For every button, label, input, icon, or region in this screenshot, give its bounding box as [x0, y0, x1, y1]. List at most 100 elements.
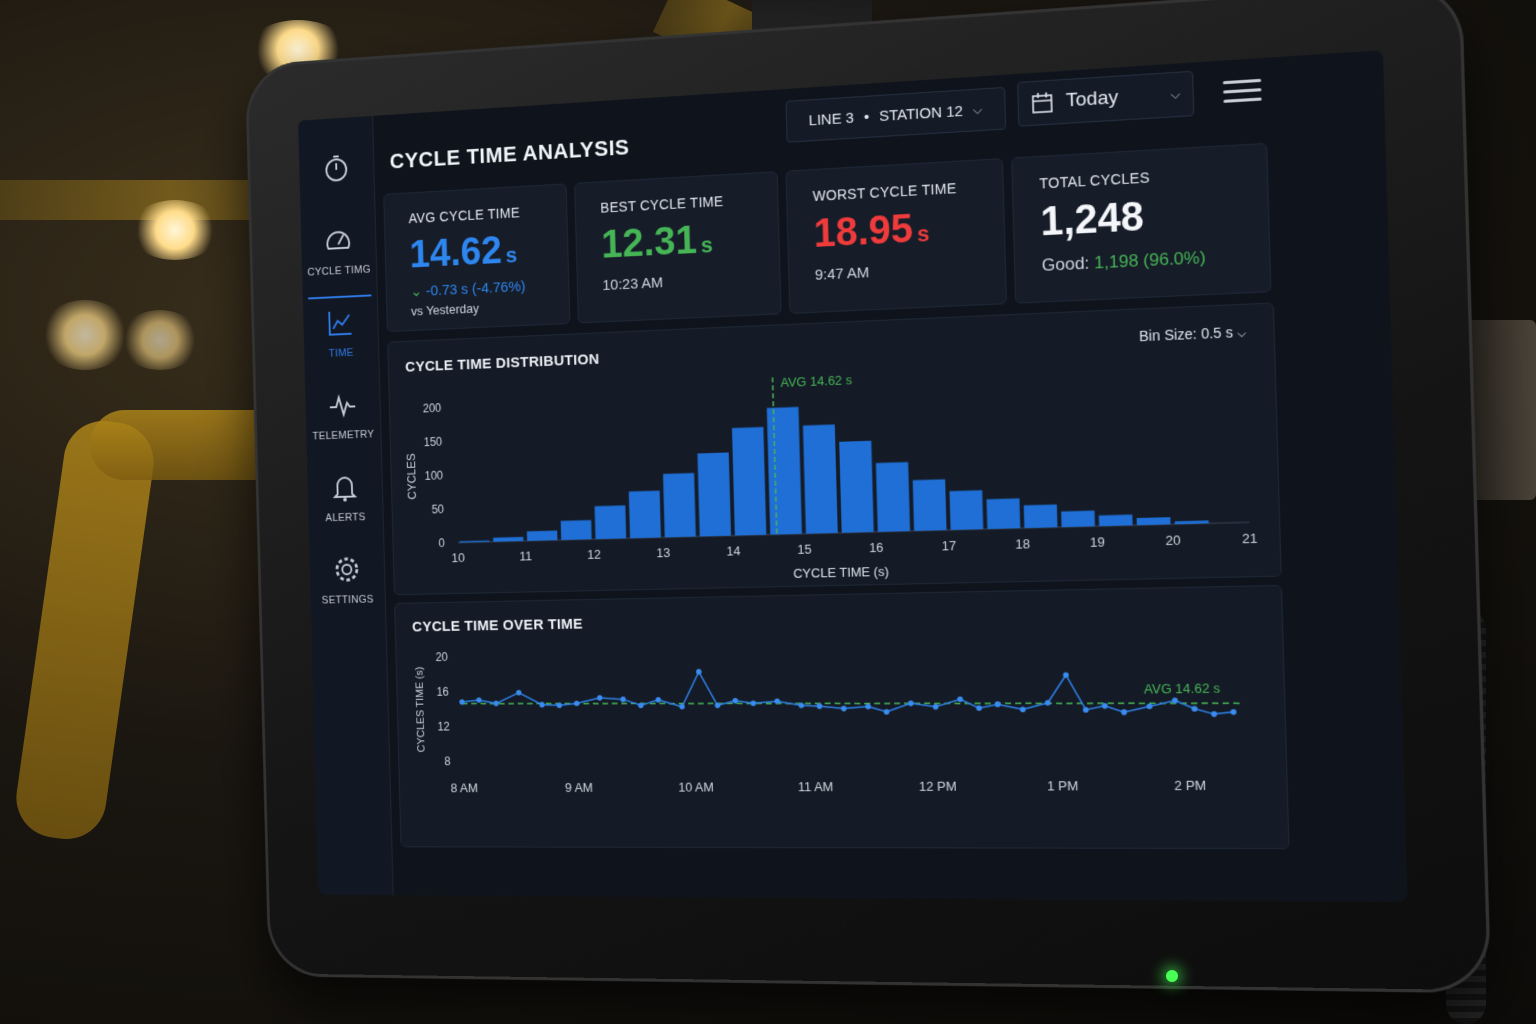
sidebar-item-time[interactable]: TIME: [303, 306, 378, 363]
histogram-bar: [767, 407, 802, 535]
sidebar-item-alerts[interactable]: ALERTS: [307, 471, 383, 527]
x-tick-label: 17: [942, 539, 957, 554]
data-point: [732, 698, 738, 704]
monitor-bezel: CYCLE TIMG TIME TELEMETRY ALERTS SETTING…: [245, 0, 1492, 993]
screen: CYCLE TIMG TIME TELEMETRY ALERTS SETTING…: [298, 50, 1407, 902]
data-point: [1211, 711, 1217, 717]
y-tick-label: 0: [438, 537, 444, 550]
kpi-label: TOTAL CYCLES: [1039, 164, 1239, 191]
power-led: [1166, 970, 1178, 982]
date-range-select[interactable]: Today ⌵: [1017, 71, 1194, 127]
separator-dot: •: [864, 108, 870, 125]
y-tick-label: 16: [436, 686, 449, 699]
sidebar-item-telemetry[interactable]: TELEMETRY: [305, 388, 381, 444]
x-tick-label: 15: [797, 542, 812, 557]
histogram-bar: [803, 424, 838, 533]
y-tick-label: 8: [444, 755, 451, 768]
sidebar-item-home[interactable]: [299, 150, 374, 191]
bell-icon: [330, 471, 360, 503]
x-tick-label: 21: [1242, 531, 1258, 546]
x-tick-label: 19: [1090, 535, 1105, 550]
data-point: [1192, 706, 1198, 712]
histogram-bar: [1061, 511, 1095, 528]
x-tick-label: 2 PM: [1174, 778, 1206, 793]
sidebar-item-label: SETTINGS: [322, 594, 374, 607]
kpi-unit: s: [917, 221, 930, 247]
histogram-bar: [950, 490, 984, 530]
sidebar-item-cycle-time[interactable]: CYCLE TIMG: [301, 223, 376, 280]
y-axis-label: CYCLES TIME (s): [414, 667, 428, 753]
kpi-label: WORST CYCLE TIME: [812, 179, 976, 204]
data-point: [539, 702, 544, 708]
data-point: [679, 704, 685, 710]
histogram-bar: [1024, 504, 1058, 528]
ceiling-light: [40, 300, 130, 370]
calendar-icon: [1031, 91, 1054, 115]
histogram-bar: [663, 473, 696, 537]
kpi-label: AVG CYCLE TIME: [408, 203, 542, 226]
data-point: [620, 697, 625, 703]
histogram-bar: [1099, 515, 1133, 527]
series-line: [461, 665, 1233, 722]
ceiling-light: [120, 310, 200, 370]
kpi-compare: vs Yesterday: [411, 298, 545, 319]
x-tick-label: 11 AM: [798, 780, 834, 795]
kpi-value: 14.62: [409, 229, 503, 276]
histogram-bar: [876, 462, 910, 532]
kpi-label: BEST CYCLE TIME: [600, 191, 752, 215]
kpi-unit: s: [701, 232, 713, 257]
kpi-value: 1,248: [1040, 189, 1241, 246]
histogram-bar: [913, 479, 947, 531]
stopwatch-icon: [321, 152, 351, 184]
x-tick-label: 10: [451, 551, 465, 565]
y-tick-label: 100: [424, 469, 443, 483]
page-title: CYCLE TIME ANALYSIS: [389, 135, 629, 175]
data-point: [865, 704, 871, 710]
kpi-value: 12.31: [601, 218, 698, 266]
y-tick-label: 20: [435, 651, 448, 664]
histogram-bar: [561, 520, 592, 540]
ceiling-light: [130, 200, 220, 260]
gear-icon: [332, 554, 362, 585]
histogram-bar: [1137, 517, 1171, 525]
line-label: LINE 3: [808, 109, 854, 129]
data-point: [933, 704, 939, 710]
line-station-select[interactable]: LINE 3 • STATION 12 ⌵: [785, 87, 1006, 143]
y-tick-label: 50: [431, 503, 444, 516]
chevron-down-icon: ⌵: [973, 102, 983, 118]
sidebar-item-settings[interactable]: SETTINGS: [310, 553, 386, 608]
avg-line-label: AVG 14.62 s: [1144, 681, 1221, 697]
trend-down-icon: ⌄: [410, 283, 426, 300]
timeseries-chart: 8 12 16 20 8 AM 9 AM 10 AM 11 AM 12 PM 1 PM 2 PM AV…: [395, 586, 1288, 848]
x-tick-label: 1 PM: [1047, 779, 1079, 794]
data-point: [574, 701, 579, 707]
data-point: [1020, 707, 1026, 713]
histogram-chart: 0 50 100 150 200 10 11 12 13 14 15 16 17 18 19 20 21 AVG …: [388, 304, 1281, 595]
x-tick-label: 10 AM: [678, 780, 714, 794]
data-point: [884, 709, 890, 715]
histogram-bar: [629, 491, 661, 539]
good-value: 1,198 (96.0%): [1094, 248, 1206, 273]
histogram-bar: [527, 531, 558, 541]
data-point: [1083, 707, 1089, 713]
data-point: [656, 697, 662, 703]
x-tick-label: 20: [1165, 533, 1181, 548]
data-point: [976, 705, 982, 711]
robot-arm: [11, 416, 159, 844]
y-tick-label: 200: [423, 402, 442, 416]
data-point: [696, 669, 702, 675]
y-axis-label: CYCLES: [405, 453, 419, 500]
data-point: [908, 701, 914, 707]
sidebar-item-label: TIME: [329, 347, 354, 360]
histogram-bar: [595, 505, 627, 539]
x-tick-label: 18: [1015, 537, 1030, 552]
distribution-panel: CYCLE TIME DISTRIBUTION Bin Size: 0.5 s …: [387, 302, 1282, 595]
data-point: [841, 706, 847, 712]
date-label: Today: [1066, 87, 1119, 113]
data-point: [476, 697, 481, 702]
histogram-bar: [987, 498, 1021, 529]
histogram-bar: [697, 452, 731, 536]
histogram-bar: [493, 537, 523, 542]
menu-button[interactable]: [1223, 71, 1262, 111]
gauge-icon: [323, 224, 353, 256]
